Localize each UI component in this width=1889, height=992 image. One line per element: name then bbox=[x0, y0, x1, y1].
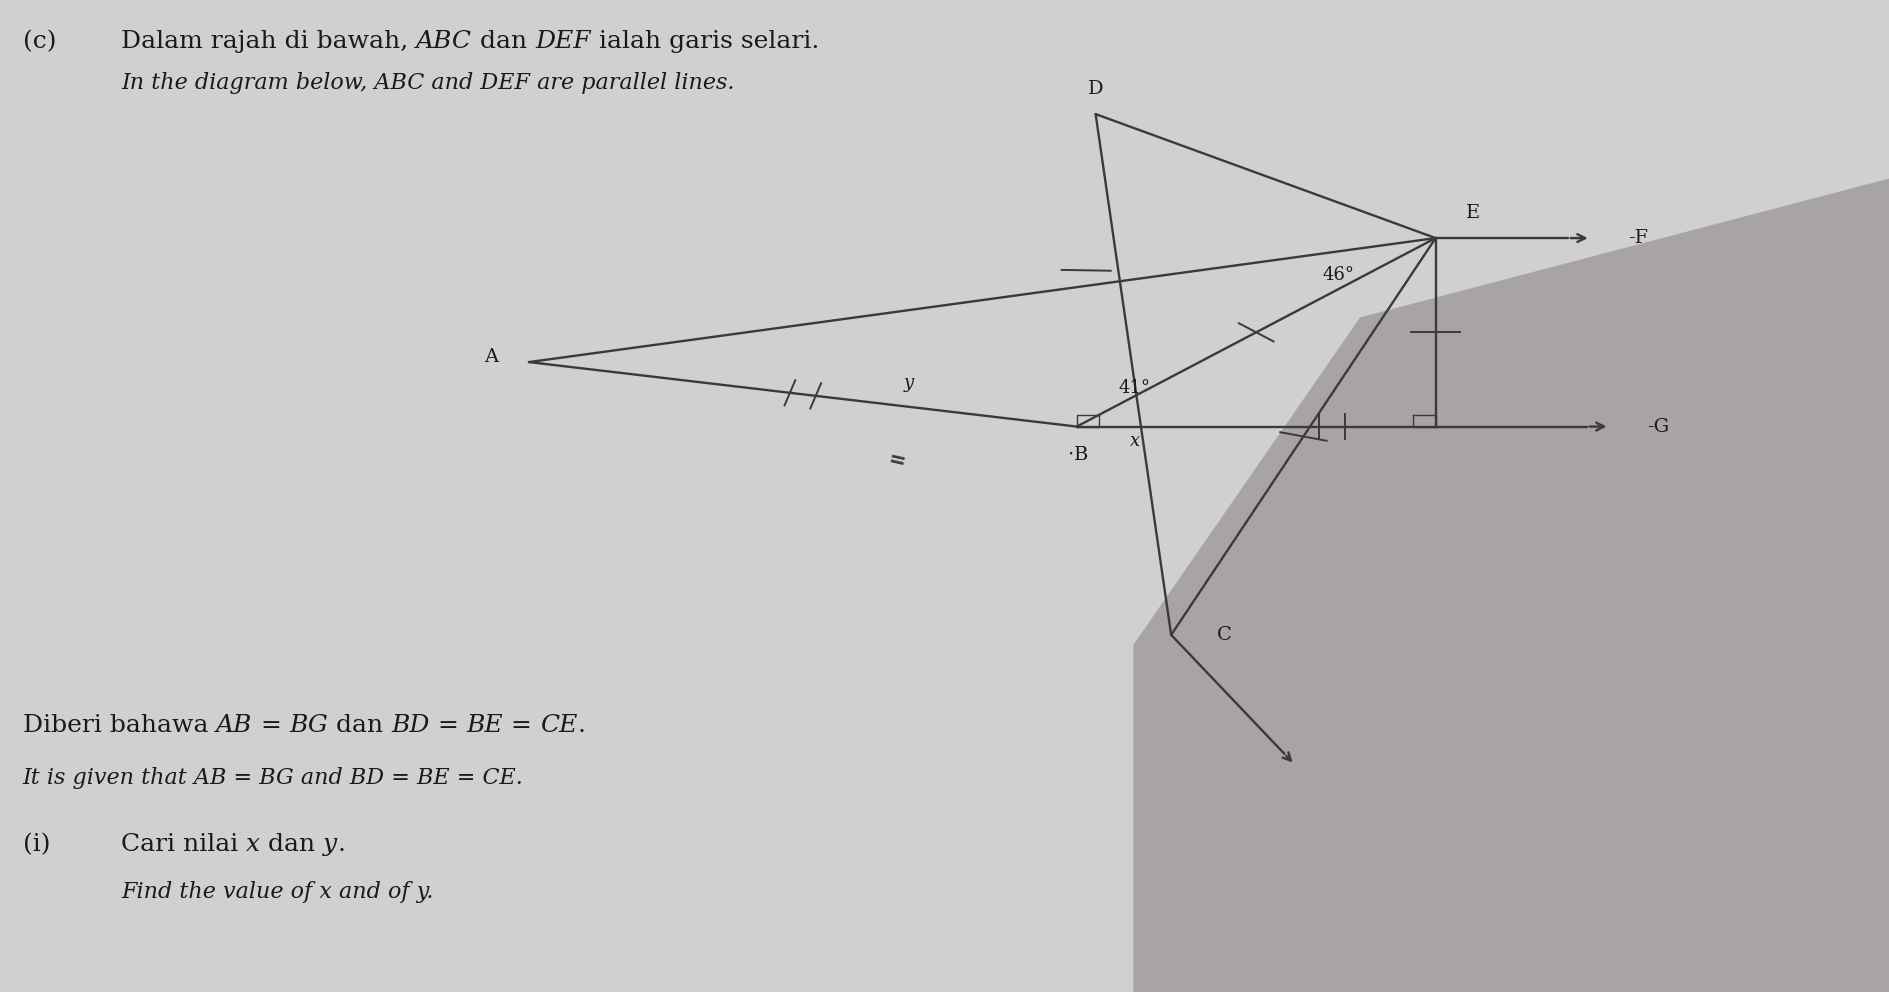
Text: dan: dan bbox=[329, 714, 391, 737]
Text: CE: CE bbox=[540, 714, 578, 737]
Text: AB: AB bbox=[215, 714, 253, 737]
Text: Cari nilai: Cari nilai bbox=[121, 833, 246, 856]
Text: C: C bbox=[1217, 626, 1232, 644]
Text: x: x bbox=[246, 833, 261, 856]
Text: A: A bbox=[485, 348, 499, 366]
Text: BE: BE bbox=[467, 714, 502, 737]
Text: E: E bbox=[1466, 204, 1479, 222]
Text: 41°: 41° bbox=[1118, 379, 1150, 397]
Text: =: = bbox=[502, 714, 540, 737]
Text: dan: dan bbox=[261, 833, 323, 856]
Text: ABC: ABC bbox=[416, 30, 472, 53]
Text: 46°: 46° bbox=[1322, 266, 1354, 284]
Text: y: y bbox=[905, 374, 914, 392]
Text: Find the value of x and of y.: Find the value of x and of y. bbox=[121, 881, 433, 903]
Text: =: = bbox=[886, 449, 909, 473]
Text: DEF: DEF bbox=[535, 30, 591, 53]
Text: (i): (i) bbox=[23, 833, 51, 856]
Text: .: . bbox=[578, 714, 586, 737]
Text: dan: dan bbox=[472, 30, 535, 53]
Polygon shape bbox=[1133, 179, 1889, 992]
Text: Diberi bahawa: Diberi bahawa bbox=[23, 714, 215, 737]
Text: .: . bbox=[338, 833, 346, 856]
Text: In the diagram below, ABC and DEF are parallel lines.: In the diagram below, ABC and DEF are pa… bbox=[121, 72, 735, 94]
Text: Dalam rajah di bawah,: Dalam rajah di bawah, bbox=[121, 30, 416, 53]
Text: ialah garis selari.: ialah garis selari. bbox=[591, 30, 820, 53]
Text: BD: BD bbox=[391, 714, 431, 737]
Text: x: x bbox=[1130, 432, 1139, 449]
Text: D: D bbox=[1088, 80, 1103, 98]
Text: BG: BG bbox=[289, 714, 329, 737]
Text: (c): (c) bbox=[23, 30, 57, 53]
Text: -F: -F bbox=[1628, 229, 1649, 247]
Text: =: = bbox=[431, 714, 467, 737]
Text: It is given that AB = BG and BD = BE = CE.: It is given that AB = BG and BD = BE = C… bbox=[23, 767, 523, 789]
Text: $\cdot$B: $\cdot$B bbox=[1067, 445, 1088, 463]
Text: -G: -G bbox=[1647, 418, 1670, 435]
Text: y: y bbox=[323, 833, 338, 856]
Text: =: = bbox=[253, 714, 289, 737]
